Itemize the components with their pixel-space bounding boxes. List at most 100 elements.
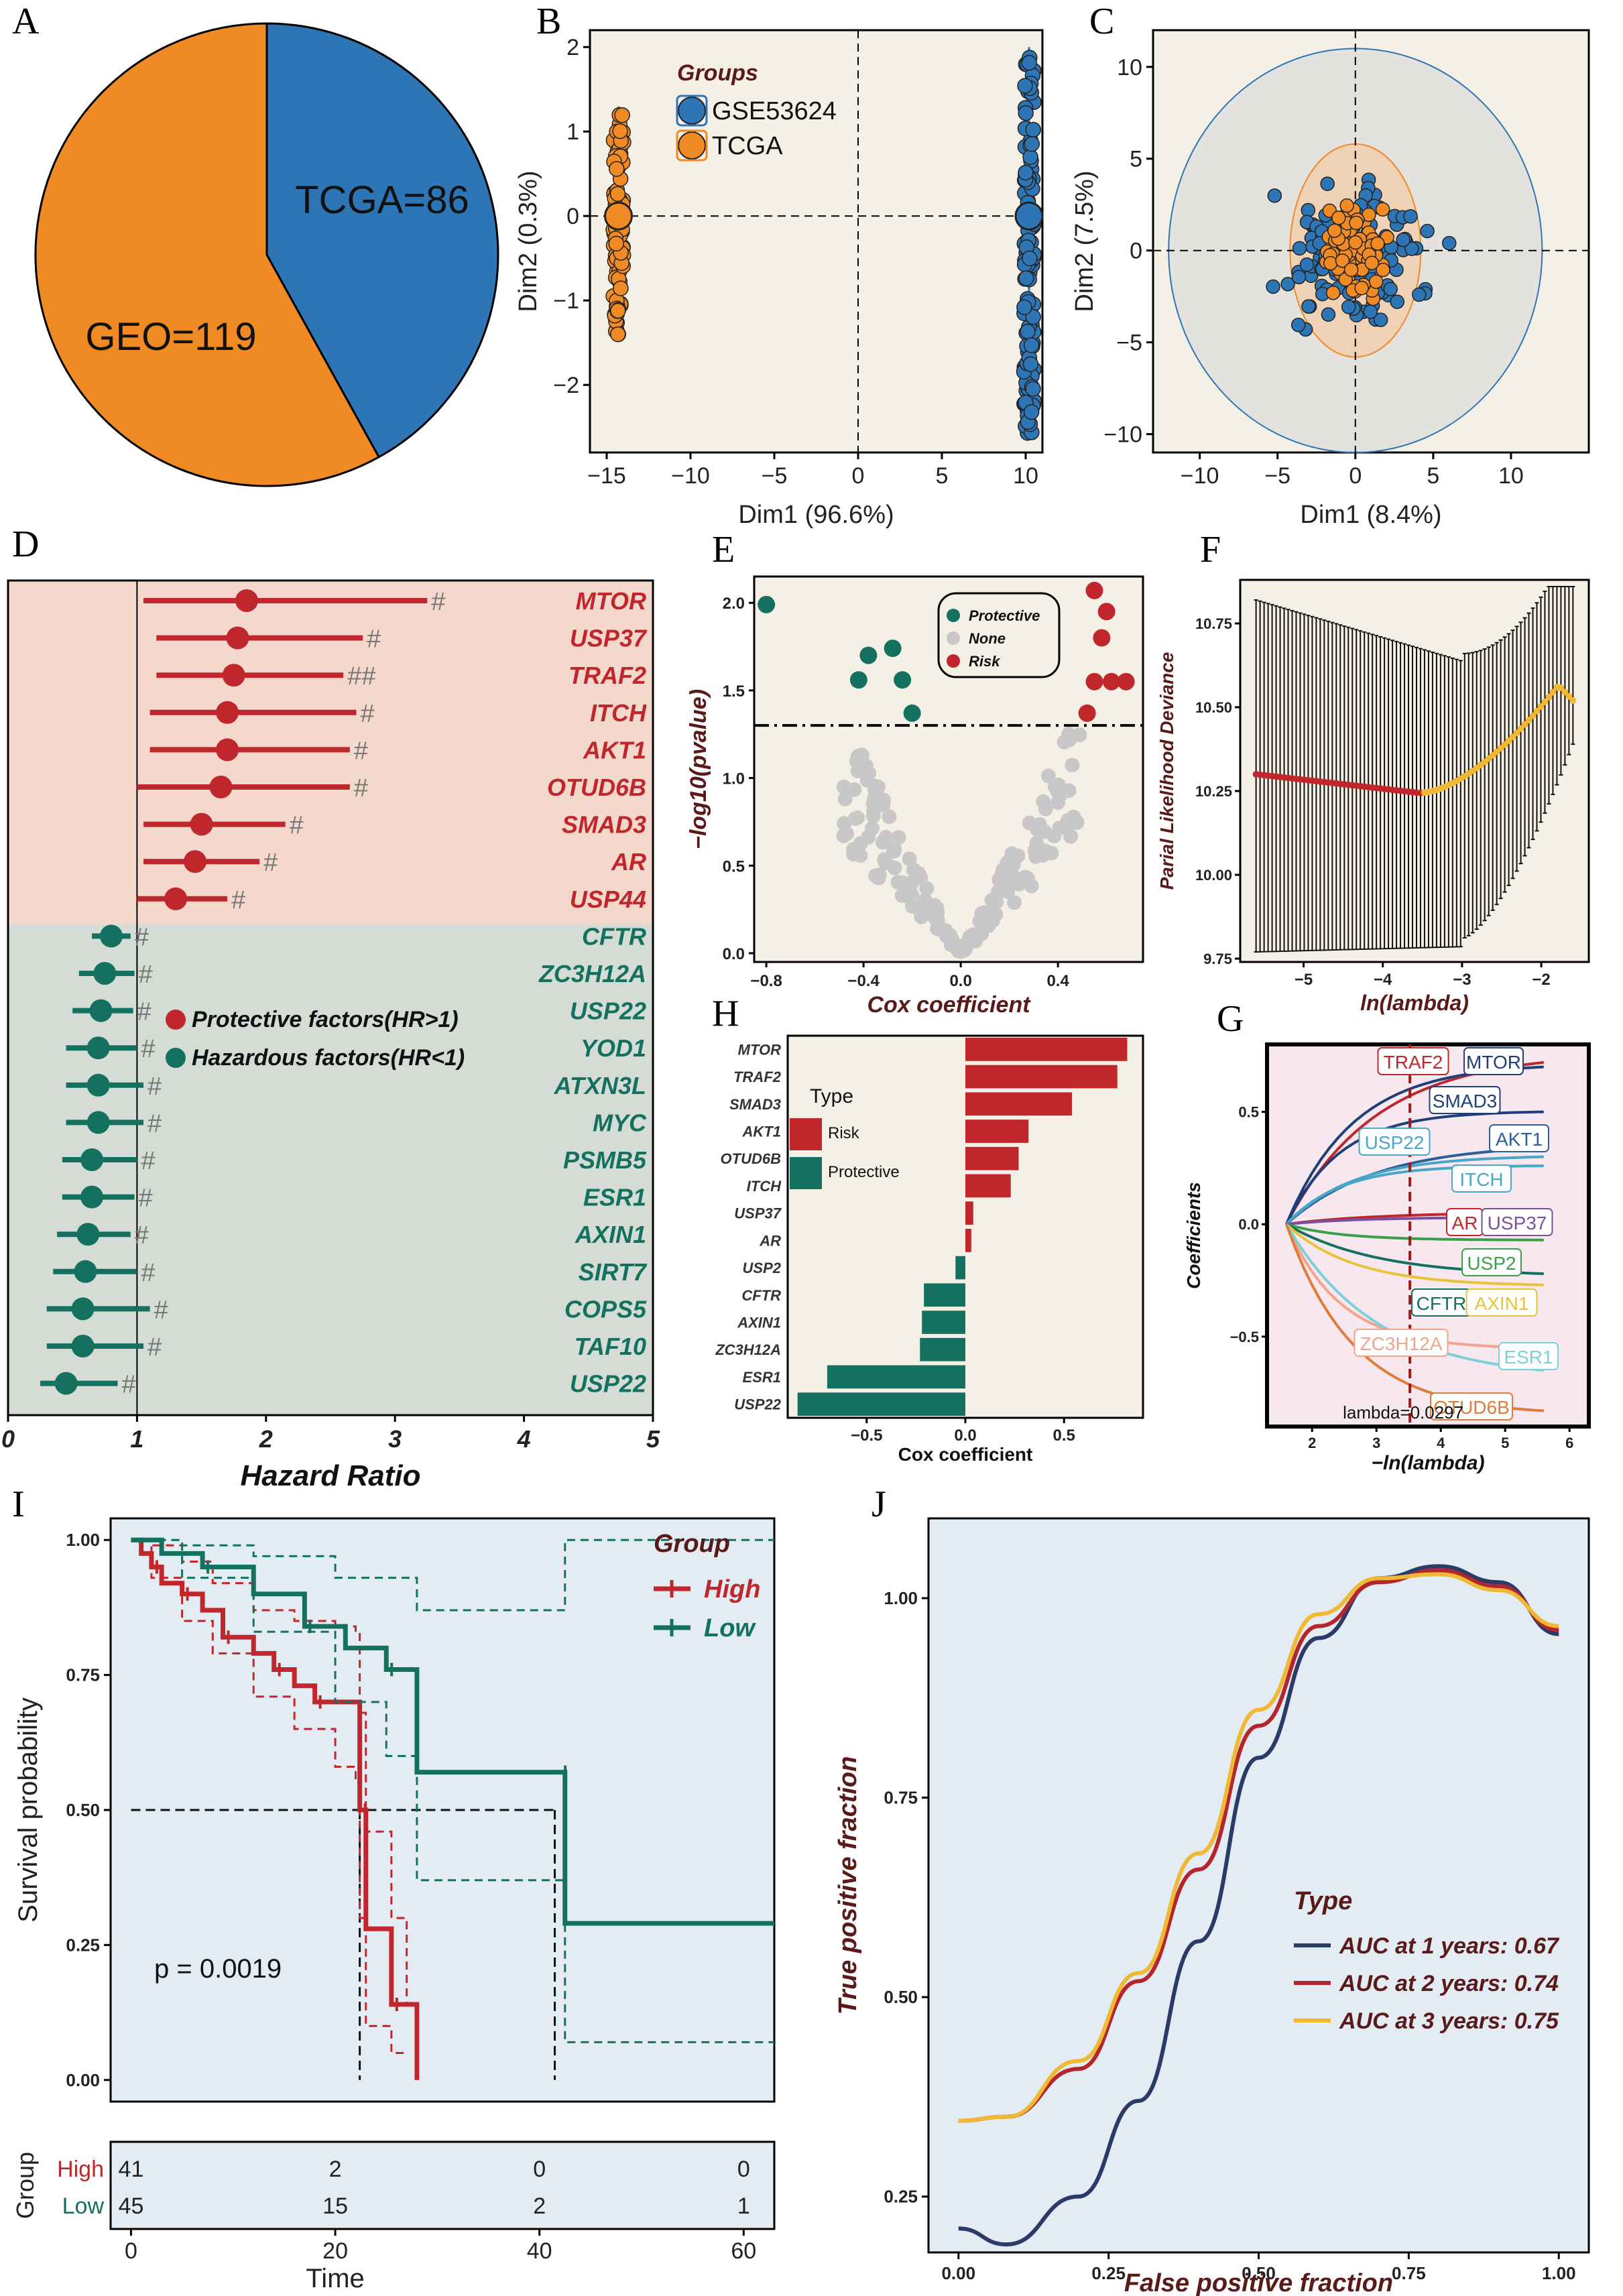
x-axis-label: Time — [306, 2264, 364, 2293]
x-tick-label: −5 — [1264, 463, 1290, 489]
deviance-point — [1541, 699, 1549, 706]
legend-label: TCGA — [712, 132, 783, 160]
hr-point-USP22 — [89, 999, 113, 1022]
bar-TRAF2 — [965, 1065, 1118, 1089]
legend-marker — [678, 97, 706, 125]
point-none — [1027, 843, 1042, 858]
panel-j: J Type AUC at 1 years: 0.67 AUC at 2 years… — [834, 1484, 1590, 2296]
lasso-path-plot: TRAF2 MTOR SMAD3 AKT1 USP22 ITCH AR USP37 USP2CF… — [1183, 1042, 1591, 1474]
gene-label: SIRT7 — [579, 1258, 648, 1286]
point-GSE53624 — [1442, 235, 1457, 251]
path-label: USP37 — [1488, 1213, 1547, 1233]
x-tick-label: 2 — [259, 1425, 273, 1453]
point-GSE53624 — [1321, 307, 1336, 322]
y-tick-label: 0.50 — [884, 1987, 918, 2007]
deviance-point — [1533, 707, 1541, 715]
y-tick-label: 1 — [566, 119, 579, 145]
hr-point-USP22 — [54, 1372, 78, 1395]
gene-label: MTOR — [576, 587, 646, 615]
legend-label: GSE53624 — [712, 97, 837, 125]
bar-USP37 — [965, 1201, 973, 1225]
x-tick-label: 0.4 — [1046, 972, 1069, 990]
point-none — [837, 816, 852, 831]
y-axis-label: True positive fraction — [834, 1756, 862, 2015]
point-none — [853, 848, 868, 863]
point-none — [1032, 817, 1047, 832]
point-GSE53624 — [1291, 269, 1307, 284]
point-GSE53624 — [1017, 78, 1033, 94]
panel-d: D # MTOR# USP37## TRAF2# ITCH# AKT1# OTUD6B# SM… — [1, 524, 660, 1492]
point-GSE53624 — [1280, 276, 1295, 292]
point-TCGA — [1376, 262, 1390, 278]
path-label: ZC3H12A — [1360, 1333, 1443, 1354]
legend-label: Risk — [828, 1124, 860, 1142]
panel-label-c: C — [1089, 1, 1114, 42]
y-tick-label: 1.00 — [884, 1588, 918, 1608]
point-none — [878, 829, 894, 845]
significance-mark: # — [135, 1221, 149, 1250]
path-label: CFTR — [1417, 1293, 1467, 1314]
gene-label: TAF10 — [575, 1333, 646, 1360]
significance-mark: # — [354, 774, 368, 802]
point-GSE53624 — [1016, 299, 1032, 315]
path-label-box — [1463, 1047, 1524, 1075]
y-tick-label: −0.5 — [1230, 1329, 1259, 1345]
y-tick-label: −5 — [1116, 330, 1142, 356]
point-GSE53624 — [1018, 105, 1034, 121]
point-GSE53624 — [1023, 404, 1040, 420]
point-GSE53624 — [1025, 309, 1041, 325]
significance-mark: # — [367, 625, 381, 654]
point-risk — [1093, 629, 1111, 647]
panel-c: C −10 −5 0 5 10 −10 −5 0 5 10 Dim1 (8.4%) Dim2 (7.5… — [1071, 1, 1590, 529]
point-TCGA — [1354, 280, 1369, 296]
point-GSE53624 — [1299, 257, 1315, 272]
deviance-point — [1521, 721, 1528, 728]
point-GSE53624 — [1404, 241, 1419, 256]
panel-label-b: B — [536, 1, 561, 42]
point-TCGA — [1348, 235, 1363, 250]
gene-label: AKT1 — [583, 736, 646, 764]
deviance-point — [1545, 693, 1553, 701]
x-tick-label: 0.25 — [1091, 2263, 1126, 2283]
point-TCGA — [613, 280, 629, 296]
y-tick-label: 0.25 — [884, 2187, 918, 2207]
point-GSE53624 — [1291, 318, 1306, 333]
risk-count: 41 — [119, 2157, 144, 2182]
point-none — [873, 792, 888, 808]
point-none — [1063, 829, 1079, 844]
panel-label-i: I — [12, 1484, 25, 1525]
point-risk — [1078, 704, 1096, 722]
gene-label: USP22 — [570, 1370, 646, 1398]
coef-bar-chart: MTOR TRAF2 SMAD3 AKT1 OTUD6B ITCH USP37 AR USP2 C… — [715, 1034, 1144, 1465]
path-label: AXIN1 — [1475, 1293, 1529, 1314]
gene-label: ATXN3L — [554, 1072, 646, 1099]
legend-label: Protective — [969, 607, 1040, 624]
point-none — [887, 860, 902, 875]
risk-count: 0 — [737, 2157, 750, 2182]
deviance-point — [1513, 729, 1520, 737]
x-axis-label: Dim1 (8.4%) — [1300, 501, 1441, 529]
pca-plot-c: −10 −5 0 5 10 −10 −5 0 5 10 Dim1 (8.4%) Dim2 (7.5%) — [1071, 29, 1590, 529]
point-GSE53624 — [1403, 209, 1418, 224]
legend-title: Groups — [677, 60, 758, 86]
y-tick-label: 2.0 — [723, 595, 745, 613]
category-label: OTUD6B — [721, 1150, 782, 1167]
y-axis-label: Dim2 (0.3%) — [514, 170, 542, 312]
hr-point-SMAD3 — [190, 812, 213, 836]
category-label: AXIN1 — [737, 1315, 781, 1331]
path-label: SMAD3 — [1433, 1091, 1497, 1111]
hr-point-USP44 — [164, 887, 188, 910]
panel-h: H MTOR TRAF2 SMAD3 AKT1 OTUD6B ITCH USP37 AR USP… — [712, 993, 1144, 1465]
panel-label-e: E — [712, 529, 735, 570]
panel-label-g: G — [1217, 998, 1244, 1040]
bar-ITCH — [965, 1174, 1011, 1198]
significance-mark: # — [139, 1185, 153, 1213]
ci-Low — [131, 1538, 774, 2043]
y-axis-label: Coefficients — [1183, 1182, 1204, 1289]
point-none — [904, 875, 920, 890]
y-tick-label: 0.5 — [1238, 1104, 1259, 1121]
y-tick-label: 10.75 — [1195, 615, 1232, 632]
point-TCGA — [608, 235, 625, 252]
